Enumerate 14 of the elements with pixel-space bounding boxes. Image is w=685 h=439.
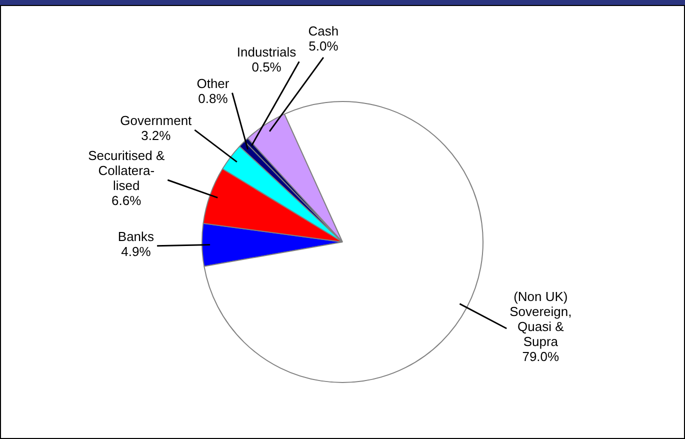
data-label: 3.2% [141,128,172,144]
data-label: 4.9% [121,244,152,259]
slice-label: Government [120,113,192,128]
data-label: 5.0% [308,38,339,54]
data-label: 79.0% [522,349,560,364]
slice-label: Other [196,76,230,91]
slice-label: Industrials [236,44,297,60]
slice-label: (Non UK) Sovereign, Quasi & Supra [510,289,572,350]
data-label: 0.5% [252,60,282,75]
slice-label: Banks [118,228,155,244]
data-label: 6.6% [112,193,142,208]
slice-label: Cash [308,24,339,39]
slice-label: Securitised & Collatera-lised [88,148,165,194]
data-label: 0.8% [198,90,228,106]
